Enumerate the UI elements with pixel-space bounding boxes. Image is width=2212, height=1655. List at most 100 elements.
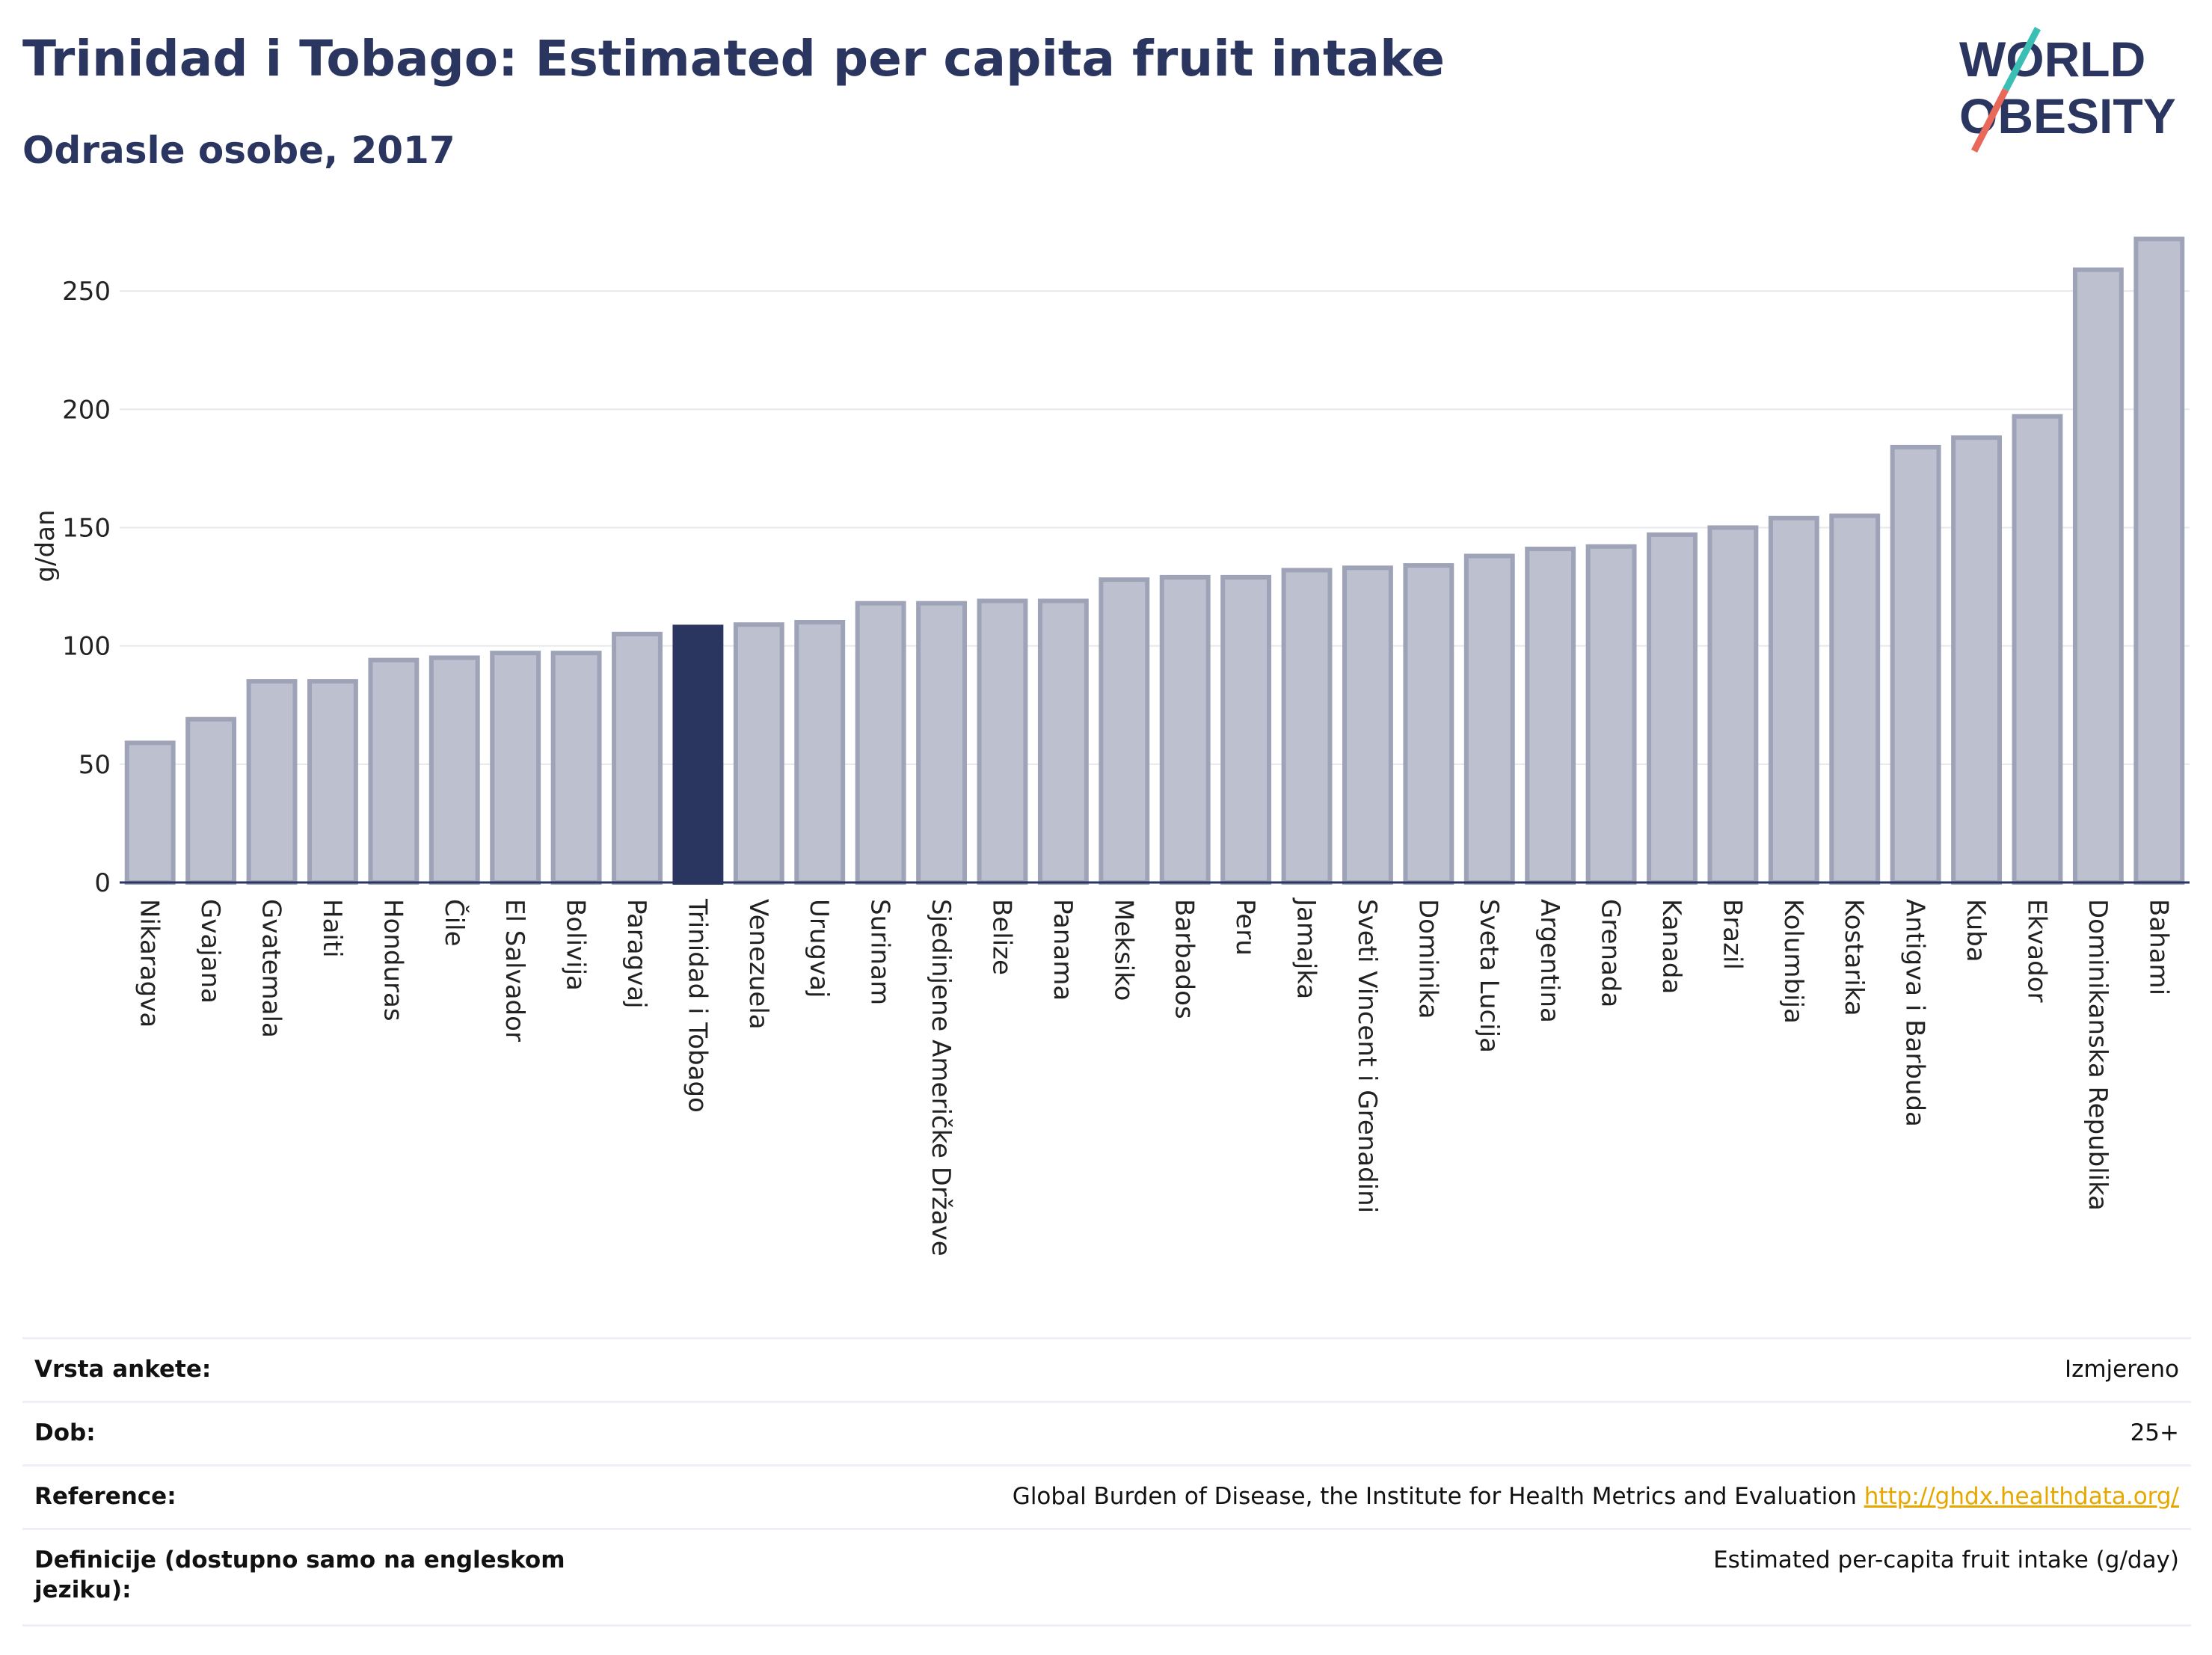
x-tick-label: Meksiko bbox=[1108, 899, 1138, 1001]
metadata-key: Definicije (dostupno samo na engleskom j… bbox=[34, 1547, 565, 1603]
bar bbox=[855, 601, 906, 885]
x-tick-label: Antigva i Barbuda bbox=[1900, 899, 1930, 1127]
metadata-row: Vrsta ankete: Izmjereno bbox=[22, 1337, 2191, 1401]
bar bbox=[124, 740, 176, 885]
bar bbox=[733, 622, 784, 885]
logo-teal-stroke bbox=[2003, 26, 2041, 92]
x-tick-label: Sveti Vincent i Grenadini bbox=[1352, 899, 1382, 1213]
chart-title: Trinidad i Tobago: Estimated per capita … bbox=[22, 30, 1445, 87]
y-tick-label: 200 bbox=[62, 395, 111, 425]
bars bbox=[124, 236, 2185, 885]
x-tick-label: Brazil bbox=[1717, 899, 1747, 970]
bar bbox=[1099, 577, 1150, 885]
x-tick-label: Dominikanska Republika bbox=[2083, 899, 2113, 1211]
x-tick-label: Kostarika bbox=[1839, 899, 1869, 1016]
x-tick-label: Surinam bbox=[865, 899, 895, 1005]
bar bbox=[1342, 565, 1393, 885]
bar-chart: 0 50 100 150 200 250 Nikaragva Gvajana Gvatemal… bbox=[31, 236, 2190, 1256]
x-tick-label: Grenada bbox=[1596, 899, 1626, 1007]
bar bbox=[1037, 598, 1089, 885]
x-tick-label: Sveta Lucija bbox=[1474, 899, 1504, 1053]
x-tick-label: Kuba bbox=[1961, 899, 1991, 962]
bar bbox=[2072, 267, 2124, 885]
bar bbox=[1281, 568, 1333, 885]
x-tick-label: Argentina bbox=[1534, 899, 1564, 1023]
y-tick-label: 50 bbox=[79, 750, 111, 780]
bar bbox=[1525, 546, 1576, 885]
x-axis-labels: Nikaragva Gvajana Gvatemala Haiti Honduras Či… bbox=[135, 897, 2174, 1256]
bar bbox=[1829, 513, 1881, 885]
metadata-value: Global Burden of Disease, the Institute … bbox=[1013, 1481, 2179, 1511]
x-tick-label: Panama bbox=[1048, 899, 1078, 1001]
bar bbox=[550, 651, 602, 885]
metadata-bottom-border bbox=[22, 1624, 2191, 1627]
metadata-table: Vrsta ankete: Izmjereno Dob: 25+ Reference: G… bbox=[22, 1337, 2191, 1627]
bar bbox=[1647, 532, 1698, 885]
bar bbox=[672, 624, 724, 885]
x-tick-label: Urugvaj bbox=[804, 899, 834, 998]
reference-link[interactable]: http://ghdx.healthdata.org/ bbox=[1864, 1483, 2179, 1510]
metadata-value: Izmjereno bbox=[2065, 1354, 2179, 1384]
logo-line1: WORLD bbox=[1959, 31, 2145, 87]
y-axis-label: g/dan bbox=[31, 509, 61, 582]
x-tick-label: Ekvador bbox=[2021, 899, 2051, 1003]
x-tick-label: Gvajana bbox=[195, 899, 225, 1004]
y-tick-label: 0 bbox=[94, 868, 111, 898]
x-tick-label: Trinidad i Tobago bbox=[682, 898, 712, 1113]
bar bbox=[1220, 574, 1272, 885]
x-tick-label: Kanada bbox=[1656, 899, 1686, 994]
x-tick-label: Jamajka bbox=[1291, 897, 1321, 999]
bar bbox=[612, 631, 663, 885]
y-axis-ticks: 0 50 100 150 200 250 bbox=[62, 277, 111, 898]
bar bbox=[246, 679, 298, 885]
chart-subtitle: Odrasle osobe, 2017 bbox=[22, 129, 455, 172]
metadata-key: Dob: bbox=[34, 1419, 96, 1446]
x-tick-label: Venezuela bbox=[743, 899, 773, 1030]
y-tick-label: 250 bbox=[62, 277, 111, 307]
world-obesity-logo: WORLD OBESITY bbox=[1959, 26, 2176, 153]
x-tick-label: Bolivija bbox=[561, 899, 591, 991]
bar bbox=[185, 716, 237, 885]
bar bbox=[368, 657, 420, 885]
bar bbox=[428, 655, 480, 885]
bar bbox=[1890, 444, 1941, 885]
bar bbox=[1707, 525, 1759, 885]
x-tick-label: Gvatemala bbox=[256, 899, 286, 1038]
bar bbox=[1463, 553, 1515, 885]
bar bbox=[977, 598, 1028, 885]
bar bbox=[307, 679, 358, 885]
bar bbox=[1159, 574, 1211, 885]
x-tick-label: Paragvaj bbox=[621, 899, 651, 1009]
x-tick-label: Dominika bbox=[1413, 899, 1443, 1019]
y-tick-label: 150 bbox=[62, 513, 111, 543]
x-tick-label: Peru bbox=[1230, 899, 1260, 956]
bar bbox=[1403, 563, 1454, 885]
x-tick-label: Belize bbox=[986, 899, 1016, 975]
y-tick-label: 100 bbox=[62, 632, 111, 662]
metadata-value: 25+ bbox=[2130, 1418, 2179, 1448]
bar bbox=[2012, 414, 2063, 885]
metadata-row: Dob: 25+ bbox=[22, 1401, 2191, 1464]
x-tick-label: Kolumbija bbox=[1778, 899, 1808, 1024]
x-tick-label: Nikaragva bbox=[135, 899, 165, 1028]
x-tick-label: Haiti bbox=[317, 899, 347, 958]
bar bbox=[1768, 515, 1819, 885]
bar bbox=[1951, 435, 2002, 885]
metadata-value: Estimated per-capita fruit intake (g/day… bbox=[1713, 1545, 2179, 1575]
bar bbox=[794, 620, 846, 885]
metadata-key: Vrsta ankete: bbox=[34, 1356, 212, 1383]
metadata-value-text: Izmjereno bbox=[2064, 1356, 2179, 1383]
metadata-value-text: 25+ bbox=[2130, 1419, 2179, 1446]
metadata-row: Definicije (dostupno samo na engleskom j… bbox=[22, 1528, 2191, 1624]
bar bbox=[1585, 544, 1637, 885]
x-tick-label: El Salvador bbox=[500, 899, 529, 1042]
bar bbox=[490, 651, 541, 885]
x-tick-label: Bahami bbox=[2143, 899, 2173, 995]
x-tick-label: Honduras bbox=[378, 899, 408, 1022]
metadata-value-text: Global Burden of Disease, the Institute … bbox=[1012, 1483, 1857, 1510]
bar bbox=[916, 601, 967, 885]
x-tick-label: Sjedinjene Američke Države bbox=[926, 899, 956, 1256]
x-tick-label: Čile bbox=[439, 899, 470, 947]
logo-red-stroke bbox=[1970, 87, 2009, 153]
metadata-value-text: Estimated per-capita fruit intake (g/day… bbox=[1713, 1547, 2179, 1573]
